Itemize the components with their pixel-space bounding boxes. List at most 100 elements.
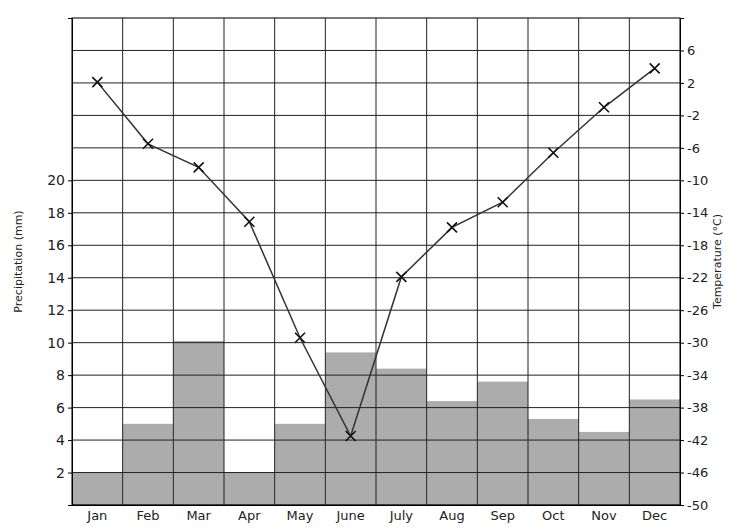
y-tick-mark bbox=[68, 440, 72, 441]
y-tick-label: 14 bbox=[47, 270, 65, 286]
line-marks bbox=[92, 63, 659, 441]
y-tick-label: 8 bbox=[56, 367, 65, 383]
y2-tick-label: -6 bbox=[687, 141, 700, 156]
temperature-marker bbox=[244, 217, 254, 227]
x-tick-label: Apr bbox=[238, 508, 261, 523]
temperature-marker bbox=[396, 272, 406, 282]
y2-tick-mark bbox=[680, 278, 684, 279]
y2-tick-mark bbox=[680, 115, 684, 116]
x-tick: June bbox=[336, 505, 365, 523]
y2-tick: -22 bbox=[680, 270, 708, 285]
y-tick: 18 bbox=[47, 205, 72, 221]
y2-tick-mark bbox=[680, 180, 684, 181]
temperature-marker bbox=[650, 63, 660, 73]
y2-tick-mark bbox=[680, 473, 684, 474]
y-tick-label: 2 bbox=[56, 465, 65, 481]
y2-tick: 2 bbox=[680, 76, 695, 91]
column-line bbox=[477, 18, 478, 505]
x-tick: Dec bbox=[642, 505, 667, 523]
y2-tick-mark bbox=[680, 375, 684, 376]
y-tick-mark bbox=[68, 213, 72, 214]
x-tick-label: Sep bbox=[490, 508, 515, 523]
y-tick: 6 bbox=[56, 400, 72, 416]
column-line bbox=[376, 18, 377, 505]
y-tick-label: 18 bbox=[47, 205, 65, 221]
y2-tick: -14 bbox=[680, 205, 708, 220]
y2-tick-mark bbox=[680, 310, 684, 311]
plot-frame bbox=[72, 18, 680, 505]
y2-tick-label: -38 bbox=[687, 400, 708, 415]
y-tick: 20 bbox=[47, 172, 72, 188]
precipitation-bar bbox=[123, 424, 174, 505]
y-tick-mark bbox=[68, 278, 72, 279]
column-line bbox=[325, 18, 326, 505]
y-axis: 2 4 6 8 10 12 14 16 18 20 bbox=[47, 19, 72, 506]
y2-tick-mark bbox=[680, 245, 684, 246]
y2-tick-label: -50 bbox=[687, 498, 708, 513]
y2-tick-label: -10 bbox=[687, 173, 708, 188]
x-tick: Sep bbox=[490, 505, 515, 523]
y2-tick: -26 bbox=[680, 303, 708, 318]
temperature-marker bbox=[295, 333, 305, 343]
y2-tick-label: -14 bbox=[687, 205, 708, 220]
y2-tick-mark bbox=[680, 440, 684, 441]
temperature-marker bbox=[548, 148, 558, 158]
y2-tick: -18 bbox=[680, 238, 708, 253]
x-axis: JanFebMarAprMayJuneJulyAugSepOctNovDec bbox=[73, 505, 681, 523]
column-line bbox=[629, 18, 630, 505]
precipitation-bar bbox=[477, 382, 528, 505]
y-tick-label: 6 bbox=[56, 400, 65, 416]
y-tick-mark bbox=[68, 375, 72, 376]
y-tick-mark bbox=[68, 408, 72, 409]
x-tick: Mar bbox=[186, 505, 211, 523]
y2-tick-label: -42 bbox=[687, 433, 708, 448]
x-tick-label: Jan bbox=[86, 508, 107, 523]
temperature-marker bbox=[498, 197, 508, 207]
precipitation-bar bbox=[376, 369, 427, 505]
x-tick-label: May bbox=[287, 508, 314, 523]
x-tick-label: June bbox=[336, 508, 365, 523]
x-tick: Apr bbox=[238, 505, 261, 523]
y2-tick: 6 bbox=[680, 43, 695, 58]
y-tick: 2 bbox=[56, 465, 72, 481]
y2-tick: -46 bbox=[680, 465, 708, 480]
x-tick: Oct bbox=[542, 505, 564, 523]
y2-tick: -42 bbox=[680, 433, 708, 448]
grid bbox=[72, 18, 680, 505]
y2-tick: -30 bbox=[680, 335, 708, 350]
x-tick-label: July bbox=[389, 508, 414, 523]
y-tick: 8 bbox=[56, 367, 72, 383]
chart: 2468101214161820-50-46-42-38-34-30-26-22… bbox=[0, 0, 754, 532]
y2-axis: -50-46-42-38-34-30-26-22-18-14-10-6-226 bbox=[680, 19, 708, 513]
x-tick: May bbox=[287, 505, 314, 523]
plot: 2468101214161820-50-46-42-38-34-30-26-22… bbox=[47, 18, 708, 523]
precipitation-bar bbox=[629, 399, 680, 505]
y-tick: 10 bbox=[47, 335, 72, 351]
y-axis-title: Precipitation (mm) bbox=[12, 210, 25, 312]
column-line bbox=[426, 18, 427, 505]
x-tick-label: Aug bbox=[439, 508, 464, 523]
y2-axis-title: Temperature (°C) bbox=[711, 214, 724, 310]
temperature-marker bbox=[143, 139, 153, 149]
y2-tick-label: -30 bbox=[687, 335, 708, 350]
y2-tick: -2 bbox=[680, 108, 700, 123]
y2-tick-label: -26 bbox=[687, 303, 708, 318]
y-tick: 4 bbox=[56, 432, 72, 448]
y-tick-mark bbox=[68, 245, 72, 246]
x-tick-label: Dec bbox=[642, 508, 667, 523]
y2-tick-label: -2 bbox=[687, 108, 700, 123]
temperature-marker bbox=[346, 431, 356, 441]
x-tick: Feb bbox=[136, 505, 159, 523]
x-tick-label: Feb bbox=[136, 508, 159, 523]
y2-tick-mark bbox=[680, 148, 684, 149]
temperature-marker bbox=[447, 222, 457, 232]
precipitation-bar bbox=[579, 432, 630, 505]
y-tick: 12 bbox=[47, 302, 72, 318]
column-line bbox=[578, 18, 579, 505]
y-tick-label: 16 bbox=[47, 237, 65, 253]
y2-tick-mark bbox=[680, 213, 684, 214]
y2-tick-label: -18 bbox=[687, 238, 708, 253]
y-tick-label: 20 bbox=[47, 172, 65, 188]
y-tick-mark bbox=[68, 180, 72, 181]
y2-tick: -10 bbox=[680, 173, 708, 188]
